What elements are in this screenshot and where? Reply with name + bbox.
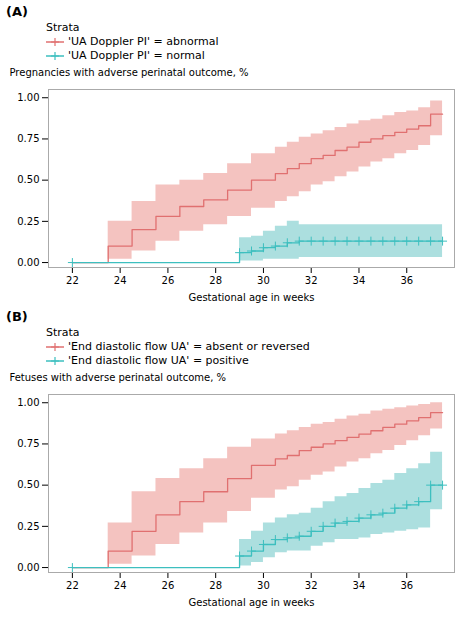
svg-text:28: 28 xyxy=(209,580,222,591)
svg-text:34: 34 xyxy=(353,275,366,286)
svg-text:Pregnancies with adverse perin: Pregnancies with adverse perinatal outco… xyxy=(10,67,249,78)
svg-text:1.00: 1.00 xyxy=(17,92,39,103)
html-text:(B): (B) xyxy=(6,309,28,324)
svg-text:Gestational age in weeks: Gestational age in weeks xyxy=(189,597,315,608)
svg-text:26: 26 xyxy=(162,275,175,286)
html-text:(A): (A) xyxy=(6,4,28,19)
svg-text:0.50: 0.50 xyxy=(17,479,39,490)
svg-text:0.00: 0.00 xyxy=(17,257,39,268)
svg-text:0.75: 0.75 xyxy=(17,438,39,449)
svg-text:30: 30 xyxy=(257,580,270,591)
html-text:'End diastolic flow UA' = posi: 'End diastolic flow UA' = positive xyxy=(68,354,249,367)
svg-text:0.50: 0.50 xyxy=(17,174,39,185)
svg-text:0.25: 0.25 xyxy=(17,216,39,227)
svg-text:Fetuses with adverse perinatal: Fetuses with adverse perinatal outcome, … xyxy=(10,372,227,383)
svg-text:34: 34 xyxy=(353,580,366,591)
html-text:'UA Doppler PI' = normal: 'UA Doppler PI' = normal xyxy=(68,49,205,62)
svg-text:22: 22 xyxy=(66,275,79,286)
html-text:Strata: Strata xyxy=(46,21,80,34)
svg-text:Gestational age in weeks: Gestational age in weeks xyxy=(189,292,315,303)
svg-text:32: 32 xyxy=(305,580,318,591)
svg-text:36: 36 xyxy=(400,580,413,591)
svg-text:26: 26 xyxy=(162,580,175,591)
html-text:'End diastolic flow UA' = abse: 'End diastolic flow UA' = absent or reve… xyxy=(68,340,310,353)
svg-text:0.25: 0.25 xyxy=(17,521,39,532)
svg-text:0.00: 0.00 xyxy=(17,562,39,573)
svg-text:22: 22 xyxy=(66,580,79,591)
svg-text:32: 32 xyxy=(305,275,318,286)
svg-text:36: 36 xyxy=(400,275,413,286)
svg-text:1.00: 1.00 xyxy=(17,397,39,408)
svg-text:24: 24 xyxy=(114,275,127,286)
svg-text:0.75: 0.75 xyxy=(17,133,39,144)
html-text:Strata: Strata xyxy=(46,326,80,339)
html-text:'UA Doppler PI' = abnormal: 'UA Doppler PI' = abnormal xyxy=(68,35,219,48)
svg-text:24: 24 xyxy=(114,580,127,591)
svg-text:30: 30 xyxy=(257,275,270,286)
svg-text:28: 28 xyxy=(209,275,222,286)
